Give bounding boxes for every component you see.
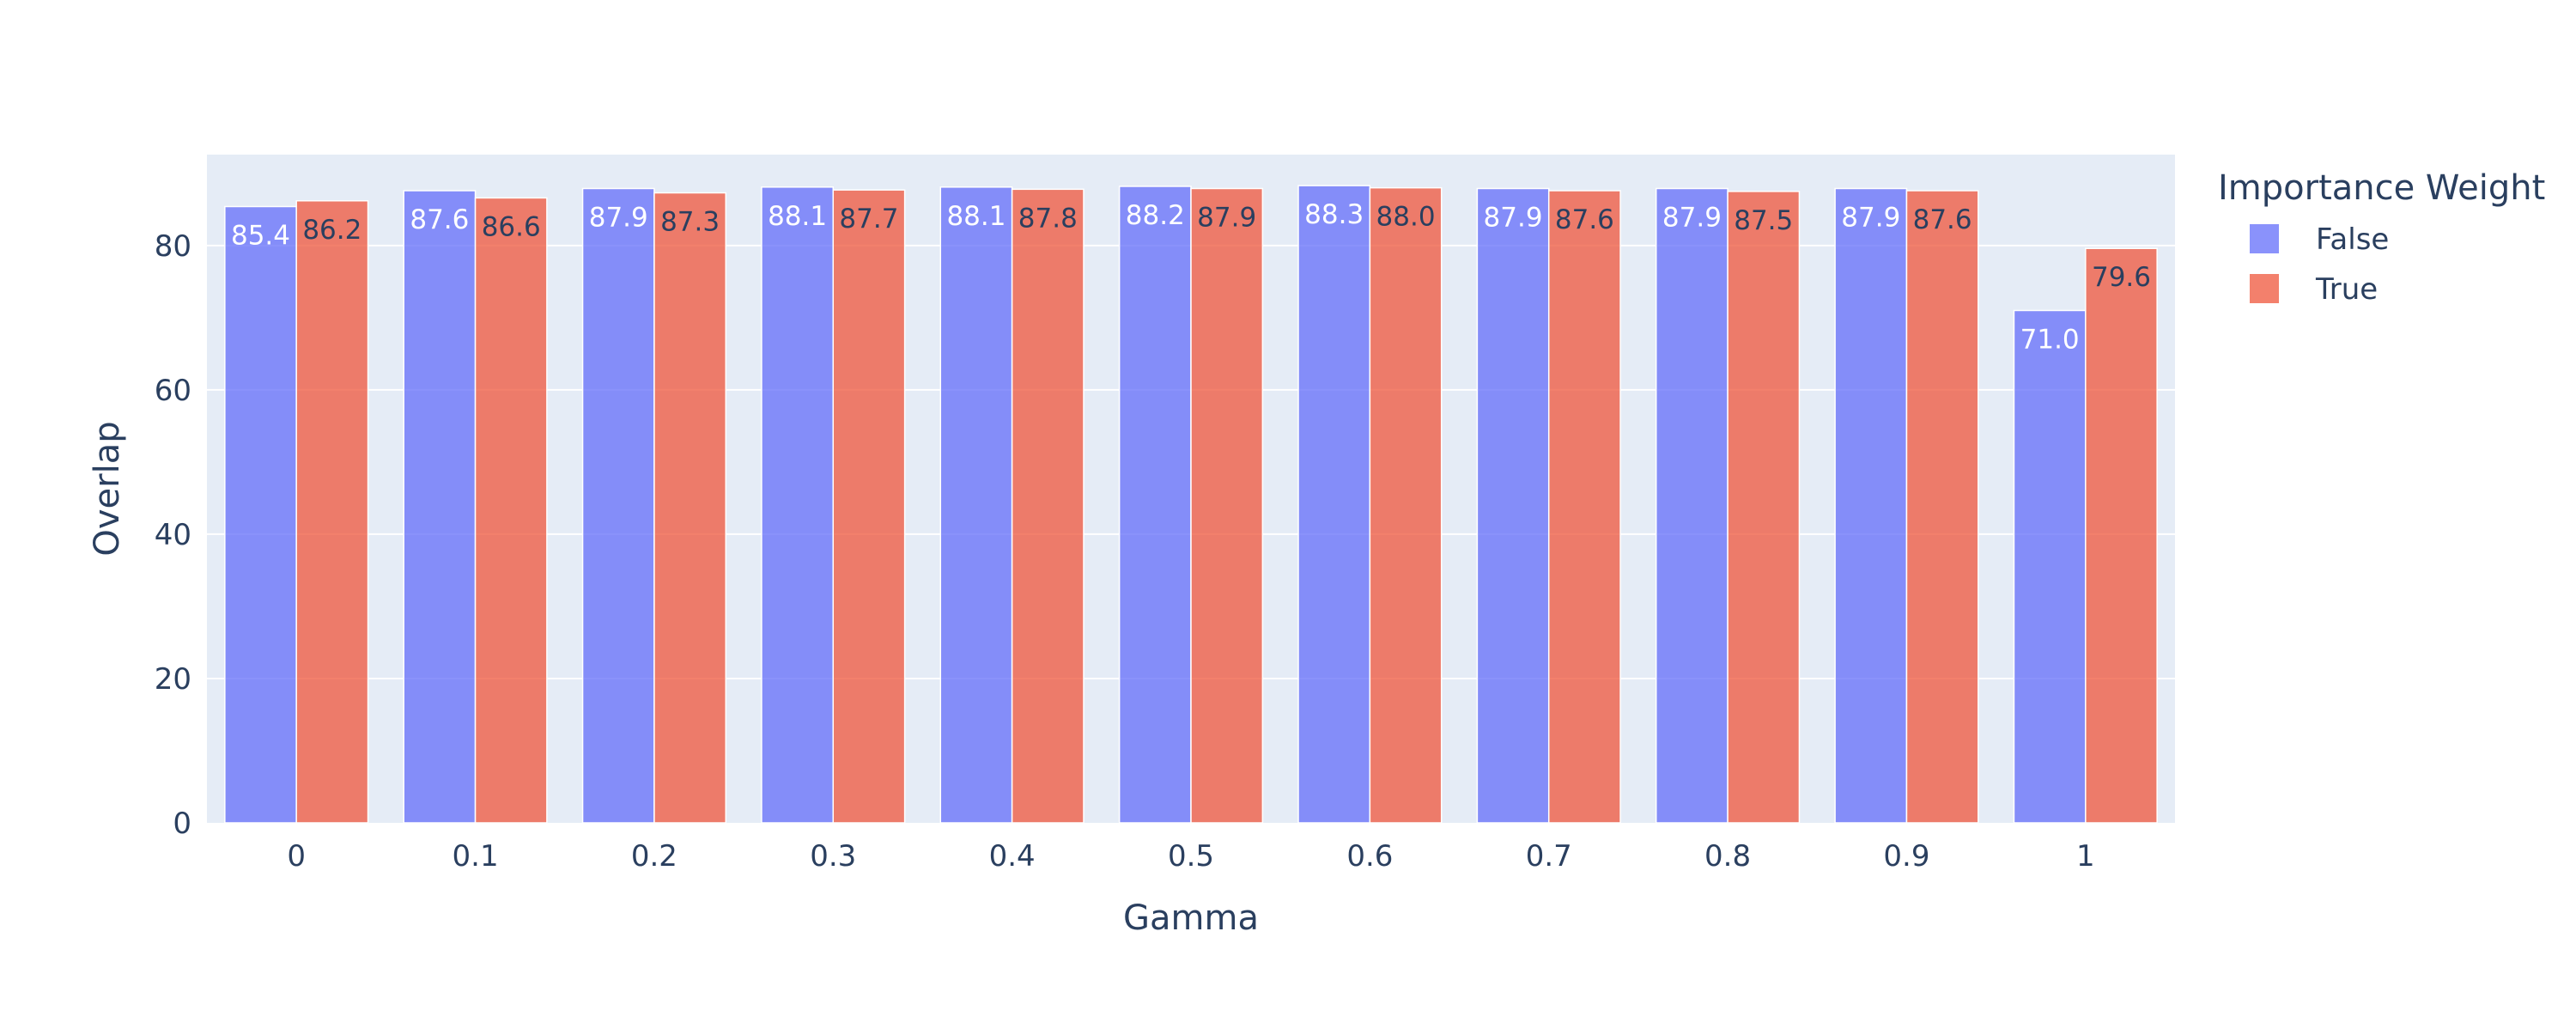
- x-axis-ticks: 0 0.1 0.2 0.3 0.4 0.5 0.6 0.7 0.8 0.9 1: [287, 839, 2094, 874]
- bar-value-label: 88.1: [768, 201, 827, 232]
- bar-true-1: [2085, 247, 2158, 824]
- bar-value-label: 87.3: [660, 207, 720, 238]
- bar-value-label: 87.7: [839, 204, 898, 234]
- bar-true-0.4: [1011, 188, 1084, 824]
- bar-false-0: [224, 205, 297, 824]
- bars: [224, 185, 2158, 824]
- bar-value-label: 87.6: [410, 204, 469, 235]
- bar-false-0.9: [1834, 187, 1908, 824]
- bar-true-0.6: [1369, 186, 1443, 824]
- bar-value-labels: 85.4 86.2 87.6 86.6 87.9 87.3 88.1 87.7 88.1 87.8…: [231, 199, 2151, 355]
- bar-value-label: 86.2: [302, 215, 361, 246]
- y-axis-title: Overlap: [88, 421, 127, 556]
- bar-value-label: 79.6: [2092, 262, 2151, 293]
- bar-true-0.2: [653, 192, 727, 824]
- bar-false-0.5: [1118, 186, 1192, 824]
- bar-value-label: 86.6: [482, 211, 541, 242]
- bar-false-0.2: [581, 187, 655, 824]
- bar-false-1: [2013, 309, 2087, 824]
- bar-true-0.8: [1727, 191, 1801, 824]
- y-tick-label: 40: [155, 518, 191, 552]
- x-tick-label: 0: [287, 839, 306, 874]
- bar-false-0.3: [761, 186, 835, 824]
- bar-value-label: 87.6: [1913, 204, 1972, 235]
- x-tick-label: 0.6: [1346, 839, 1393, 874]
- y-tick-label: 0: [173, 807, 191, 841]
- legend-label-false: False: [2316, 222, 2389, 257]
- y-axis-ticks: 0 20 40 60 80: [155, 229, 191, 841]
- legend: Importance Weight False True: [2218, 168, 2545, 307]
- bar-false-0.4: [939, 186, 1013, 824]
- bar-value-label: 87.8: [1018, 203, 1078, 234]
- legend-swatch-false: [2250, 224, 2279, 253]
- legend-items: False True: [2250, 222, 2389, 307]
- bar-value-label: 87.9: [589, 202, 648, 233]
- bar-value-label: 87.9: [1484, 202, 1543, 233]
- y-tick-label: 20: [155, 662, 191, 697]
- bar-value-label: 88.2: [1126, 200, 1185, 231]
- x-tick-label: 0.2: [631, 839, 677, 874]
- x-tick-label: 0.7: [1526, 839, 1572, 874]
- x-tick-label: 0.8: [1704, 839, 1751, 874]
- x-tick-label: 1: [2076, 839, 2095, 874]
- bar-false-0.6: [1297, 185, 1371, 824]
- bar-false-0.1: [403, 190, 477, 824]
- bar-true-0.7: [1547, 190, 1621, 824]
- x-tick-label: 0.3: [810, 839, 856, 874]
- bar-false-0.7: [1476, 187, 1550, 824]
- bar-value-label: 88.1: [946, 201, 1005, 232]
- bar-value-label: 88.3: [1304, 199, 1364, 230]
- x-axis-title: Gamma: [1123, 898, 1259, 938]
- x-tick-label: 0.4: [989, 839, 1036, 874]
- x-tick-label: 0.1: [453, 839, 499, 874]
- x-tick-label: 0.5: [1168, 839, 1214, 874]
- legend-label-true: True: [2315, 272, 2378, 307]
- bar-true-0.5: [1190, 187, 1264, 824]
- y-tick-label: 80: [155, 229, 191, 264]
- bar-value-label: 87.5: [1734, 205, 1793, 236]
- bar-true-0.9: [1905, 190, 1979, 824]
- bar-false-0.8: [1655, 187, 1728, 824]
- bar-value-label: 87.9: [1662, 202, 1722, 233]
- legend-swatch-true: [2250, 274, 2279, 303]
- bar-value-label: 71.0: [2020, 324, 2080, 355]
- bar-value-label: 87.9: [1197, 202, 1256, 233]
- bar-true-0.1: [474, 197, 548, 824]
- bar-value-label: 88.0: [1376, 202, 1436, 233]
- y-tick-label: 60: [155, 374, 191, 408]
- bar-true-0: [295, 200, 369, 824]
- legend-title: Importance Weight: [2218, 168, 2545, 208]
- bar-true-0.3: [832, 189, 906, 824]
- bar-value-label: 87.9: [1841, 202, 1900, 233]
- bar-value-label: 87.6: [1555, 204, 1614, 235]
- bar-value-label: 85.4: [231, 220, 290, 251]
- x-tick-label: 0.9: [1883, 839, 1929, 874]
